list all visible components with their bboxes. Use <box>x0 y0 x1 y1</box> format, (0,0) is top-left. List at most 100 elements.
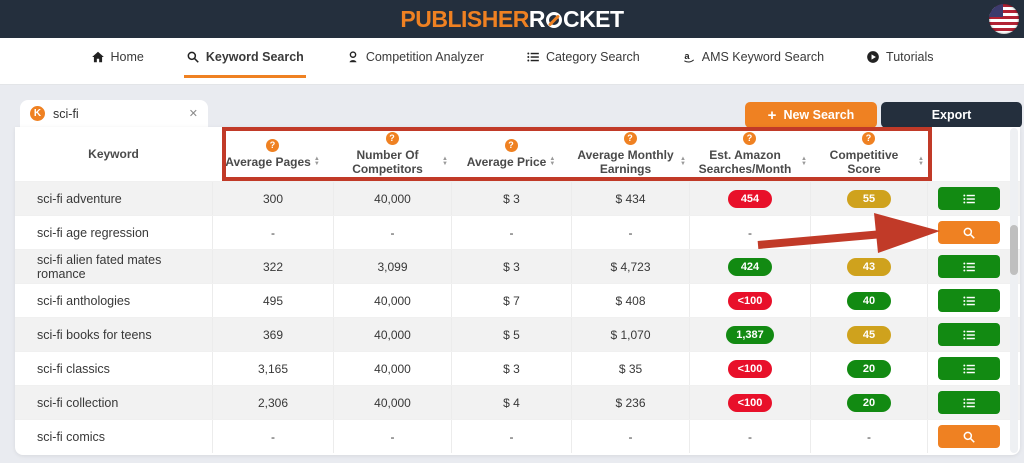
amazon-searches-cell: 1,387 <box>689 318 810 351</box>
nav-item-keyword-search[interactable]: Keyword Search <box>183 38 306 78</box>
competitors-cell: 40,000 <box>333 284 451 317</box>
average-price-cell: $ 3 <box>451 352 571 385</box>
logo-text-rocket-cket: CKET <box>562 5 624 32</box>
sort-icon[interactable]: ▲ ▼ <box>918 156 924 167</box>
competitors-cell: 40,000 <box>333 386 451 419</box>
column-header-average-pages[interactable]: ? Average Pages ▲ ▼ <box>212 127 333 181</box>
help-icon[interactable]: ? <box>743 131 756 145</box>
average-pages-cell: 322 <box>212 250 333 283</box>
average-price-cell: $ 4 <box>451 386 571 419</box>
nav-item-category-search[interactable]: Category Search <box>524 38 642 78</box>
monthly-earnings-cell: $ 434 <box>571 182 689 215</box>
run-search-button[interactable] <box>938 425 1000 448</box>
export-label: Export <box>931 108 972 122</box>
average-pages-cell: 2,306 <box>212 386 333 419</box>
searches-badge: <100 <box>727 393 773 412</box>
new-search-button[interactable]: + New Search <box>745 102 877 128</box>
action-cell <box>927 216 1010 249</box>
action-cell <box>927 352 1010 385</box>
rocket-favicon-icon: K <box>30 106 45 121</box>
table-row: sci-fi anthologies 495 40,000 $ 7 $ 408 <100 4… <box>15 283 1020 317</box>
searches-badge: <100 <box>727 359 773 378</box>
column-header-label: Competitive Score <box>829 147 899 176</box>
help-icon[interactable]: ? <box>862 131 875 145</box>
keyword-cell: sci-fi collection <box>37 395 119 410</box>
view-details-button[interactable] <box>938 255 1000 278</box>
help-icon[interactable]: ? <box>504 138 518 152</box>
help-icon[interactable]: ? <box>266 138 279 152</box>
average-price-cell: $ 3 <box>451 182 571 215</box>
run-search-button[interactable] <box>938 221 1000 244</box>
help-icon[interactable]: ? <box>385 131 399 145</box>
nav-item-label: Tutorials <box>886 49 934 64</box>
home-icon <box>91 50 105 64</box>
average-pages-cell: 3,165 <box>212 352 333 385</box>
table-row: sci-fi classics 3,165 40,000 $ 3 $ 35 <100 20 <box>15 351 1020 385</box>
keyword-cell: sci-fi alien fated mates romance <box>37 252 162 281</box>
searches-badge: 1,387 <box>726 325 774 344</box>
view-details-button[interactable] <box>938 289 1000 312</box>
average-pages-cell: 300 <box>212 182 333 215</box>
monthly-earnings-cell: - <box>571 420 689 453</box>
column-header-average-monthly-earnings[interactable]: ? Average Monthly Earnings ▲ ▼ <box>571 127 689 181</box>
average-price-cell: $ 3 <box>451 250 571 283</box>
competitive-score-cell: 45 <box>810 318 927 351</box>
column-header-est-amazon-searches-month[interactable]: ? Est. Amazon Searches/Month ▲ ▼ <box>689 127 810 181</box>
action-cell <box>927 250 1010 283</box>
close-icon[interactable]: ✕ <box>188 108 198 120</box>
view-details-button[interactable] <box>938 187 1000 210</box>
average-price-cell: - <box>451 216 571 249</box>
score-badge: 43 <box>847 257 891 276</box>
competitive-score-cell: 43 <box>810 250 927 283</box>
column-header-label: Est. Amazon Searches/Month <box>698 147 792 176</box>
view-details-button[interactable] <box>938 391 1000 414</box>
competitive-score-cell: 55 <box>810 182 927 215</box>
average-pages-cell: 369 <box>212 318 333 351</box>
vertical-scrollbar[interactable] <box>1010 128 1018 453</box>
play-icon <box>866 50 880 64</box>
nav-item-tutorials[interactable]: Tutorials <box>864 38 935 78</box>
table-body: sci-fi adventure 300 40,000 $ 3 $ 434 454 55 sc… <box>15 181 1020 453</box>
action-cell <box>927 386 1010 419</box>
sort-icon[interactable]: ▲ ▼ <box>442 156 448 167</box>
nav-item-label: Competition Analyzer <box>365 49 484 64</box>
column-header-average-price[interactable]: ? Average Price ▲ ▼ <box>451 127 571 181</box>
person-icon <box>346 50 360 64</box>
sort-icon[interactable]: ▲ ▼ <box>801 156 807 167</box>
column-header-competitive-score[interactable]: ? Competitive Score ▲ ▼ <box>810 127 927 181</box>
competitors-cell: 3,099 <box>333 250 451 283</box>
view-details-button[interactable] <box>938 357 1000 380</box>
keyword-cell: sci-fi classics <box>37 361 110 376</box>
search-tab-sci-fi[interactable]: K sci-fi ✕ <box>20 100 208 127</box>
amazon-searches-cell: 424 <box>689 250 810 283</box>
us-flag-icon[interactable] <box>989 4 1019 34</box>
competitors-cell: 40,000 <box>333 352 451 385</box>
view-details-button[interactable] <box>938 323 1000 346</box>
scrollbar-thumb[interactable] <box>1010 225 1018 275</box>
nav-item-ams-keyword-search[interactable]: a AMS Keyword Search <box>680 38 826 78</box>
search-icon <box>186 50 200 64</box>
logo-text-rocket-r: R <box>528 5 546 32</box>
main-nav: Home Keyword Search Competition Analyzer Ca… <box>0 38 1024 85</box>
amazon-icon: a <box>682 50 696 64</box>
nav-item-label: AMS Keyword Search <box>701 49 825 64</box>
export-button[interactable]: Export <box>881 102 1022 128</box>
sort-icon[interactable]: ▲ ▼ <box>313 155 320 167</box>
monthly-earnings-cell: - <box>571 216 689 249</box>
action-cell <box>927 182 1010 215</box>
nav-item-label: Home <box>110 49 144 64</box>
keyword-cell: sci-fi anthologies <box>37 293 131 308</box>
top-bar: PUBLISHER R CKET <box>0 0 1024 38</box>
nav-item-competition-analyzer[interactable]: Competition Analyzer <box>344 38 486 78</box>
app-logo[interactable]: PUBLISHER R CKET <box>400 5 624 33</box>
help-icon[interactable]: ? <box>623 131 637 145</box>
sort-icon[interactable]: ▲ ▼ <box>680 156 686 167</box>
nav-item-home[interactable]: Home <box>89 38 146 78</box>
competitive-score-cell: 40 <box>810 284 927 317</box>
sort-icon[interactable]: ▲ ▼ <box>549 155 556 167</box>
column-header-number-of-competitors[interactable]: ? Number Of Competitors ▲ ▼ <box>333 127 451 181</box>
monthly-earnings-cell: $ 408 <box>571 284 689 317</box>
table-row: sci-fi age regression - - - - - - <box>15 215 1020 249</box>
action-cell <box>927 318 1010 351</box>
score-badge: 40 <box>847 291 891 310</box>
